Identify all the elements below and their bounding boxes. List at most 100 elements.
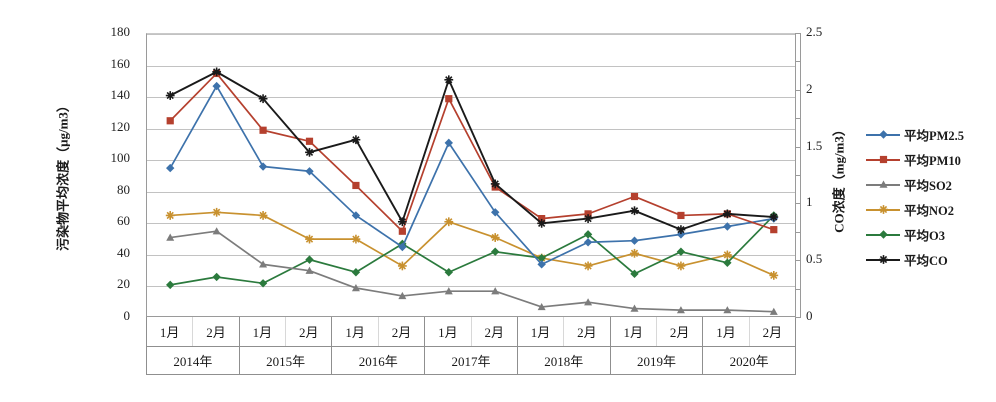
data-point-square [445,95,453,103]
y-axis-right-tickmark [795,288,801,290]
data-point-square [352,181,360,190]
data-point-star [305,147,314,157]
data-point-diamond [351,211,361,220]
legend-label: 平均PM10 [904,154,961,168]
legend-marker-icon [866,228,900,242]
legend-marker-icon [866,203,900,217]
data-point-star [879,204,888,214]
x-axis-year-cell: 2016年 [332,346,426,375]
x-axis-year-cell: 2015年 [239,346,333,375]
data-point-diamond [630,236,639,245]
data-point-star [212,67,222,77]
legend-item-平均O3[interactable]: 平均O3 [866,222,990,247]
x-axis-month-cell: 2月 [286,317,333,346]
legend-item-平均SO2[interactable]: 平均SO2 [866,172,990,197]
x-axis-month-cell: 1月 [703,317,750,346]
data-point-star [676,225,686,235]
data-point-diamond [491,247,500,256]
x-axis-months: 1月 2月 1月 2月 1月 2月 1月 2月 1月 2月 1月 2月 1月 2月 [146,317,797,347]
x-axis-year-cell: 2018年 [517,346,611,375]
data-point-triangle [444,287,453,295]
gridline [147,223,795,225]
series-line [170,230,774,313]
data-point-triangle [491,287,500,295]
data-point-star [397,217,407,227]
x-axis-month-cell: 1月 [332,317,379,346]
data-point-star [397,261,407,271]
data-point-star [583,214,593,223]
y-tick-right-1-5: 1.5 [806,137,823,153]
data-point-square [630,192,639,201]
data-point-square [584,210,592,218]
data-point-triangle [398,291,407,300]
data-point-star [444,217,454,227]
x-axis-month-cell: 2月 [750,317,797,346]
series-平均NO2 [165,207,779,280]
data-point-diamond [305,255,314,264]
chart-legend: 平均PM2.5 平均PM10 平均SO2 平均NO2 平均O3 平均CO [866,122,990,272]
x-axis-year-cell: 2020年 [703,346,797,375]
x-axis-month-cell: 1月 [611,317,657,346]
legend-item-平均PM10[interactable]: 平均PM10 [866,147,990,172]
data-point-diamond [879,129,888,139]
data-point-triangle [212,227,221,235]
y-axis-right-tickmark [795,317,801,318]
data-point-square [538,215,546,223]
y-tick-right-2: 2 [806,80,813,96]
data-point-diamond [212,272,221,282]
data-point-triangle [259,260,268,268]
y-tick-left-120: 120 [110,118,131,134]
data-point-star [769,212,779,222]
data-point-star [258,94,268,104]
legend-marker-icon [866,153,900,167]
series-layer [165,67,779,315]
gridline [147,254,795,256]
data-point-star [722,209,732,219]
gridline [147,191,795,193]
legend-item-平均PM2.5[interactable]: 平均PM2.5 [866,122,990,147]
data-point-star [351,135,361,145]
y-axis-right-tickmark [795,89,801,91]
x-axis-year-cell: 2014年 [146,346,240,375]
x-axis-month-cell: 1月 [518,317,565,346]
data-point-diamond [723,222,732,231]
data-point-star [583,261,593,271]
x-axis-month-cell: 2月 [379,317,426,346]
series-平均CO [165,67,779,235]
y-tick-left-100: 100 [110,150,131,166]
y-tick-left-140: 140 [110,87,131,103]
data-point-star [722,250,732,260]
y-tick-left-160: 160 [110,55,131,71]
data-point-diamond [166,163,175,173]
series-平均SO2 [166,227,778,315]
data-point-triangle [166,233,175,241]
data-point-triangle [723,306,732,314]
y-tick-right-2-5: 2.5 [806,24,823,39]
legend-item-平均CO[interactable]: 平均CO [866,247,990,272]
y-tick-left-80: 80 [117,181,130,197]
y-axis-left-title: 污染物平均浓度（μg/m3） [55,99,71,251]
data-point-star [769,271,779,280]
series-line [169,72,775,233]
legend-marker-icon [866,128,900,142]
x-axis-years: 2014年 2015年 2016年 2017年 2018年 2019年 2020年 [146,346,797,375]
data-point-diamond [676,247,686,256]
series-line [169,85,774,266]
data-point-diamond [258,279,268,288]
gridline [147,65,795,67]
data-point-diamond [305,167,314,176]
y-axis-right-tickmark [795,175,801,176]
legend-label: 平均PM2.5 [904,129,965,143]
data-point-square [770,226,778,234]
gridline [147,97,795,99]
y-axis-left-ticks: 180 160 140 120 100 80 60 40 20 0 [88,0,131,402]
x-axis-year-cell: 2019年 [610,346,704,375]
data-point-star [444,75,454,85]
legend-item-平均NO2[interactable]: 平均NO2 [866,197,990,222]
series-line [170,214,775,286]
legend-label: 平均CO [904,254,948,268]
data-point-diamond [444,138,453,148]
x-axis: 1月 2月 1月 2月 1月 2月 1月 2月 1月 2月 1月 2月 1月 2月 2014年 2015年 2… [146,317,797,375]
y-tick-left-60: 60 [117,213,130,229]
